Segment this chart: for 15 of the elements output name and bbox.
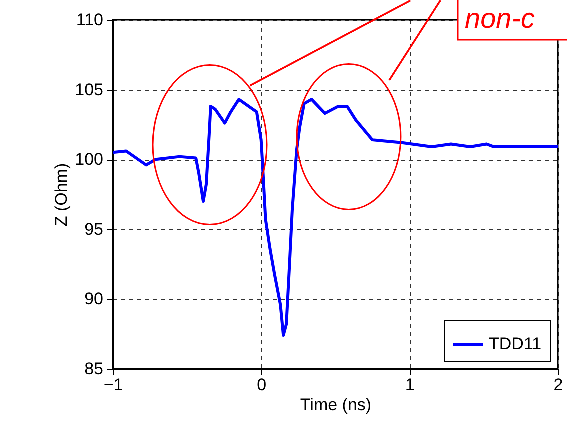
y-tick-label: 95 <box>84 220 104 239</box>
x-axis-title: Time (ns) <box>300 396 372 414</box>
y-tick-label: 105 <box>75 80 104 100</box>
y-tick-label: 90 <box>84 290 104 309</box>
line-series <box>113 98 558 337</box>
y-tick-label: 100 <box>75 150 104 170</box>
x-tick-label: 0 <box>257 376 267 394</box>
y-tick-label: 110 <box>76 10 104 30</box>
y-axis-title: Z (Ohm) <box>52 163 72 227</box>
annotation: non-c <box>465 3 536 34</box>
x-tick-label: 2 <box>554 376 564 394</box>
y-tick-label: 85 <box>84 360 104 378</box>
x-tick-label: −1 <box>104 376 124 394</box>
x-tick-label: 1 <box>405 376 415 394</box>
legend-label: TDD11 <box>489 334 542 354</box>
